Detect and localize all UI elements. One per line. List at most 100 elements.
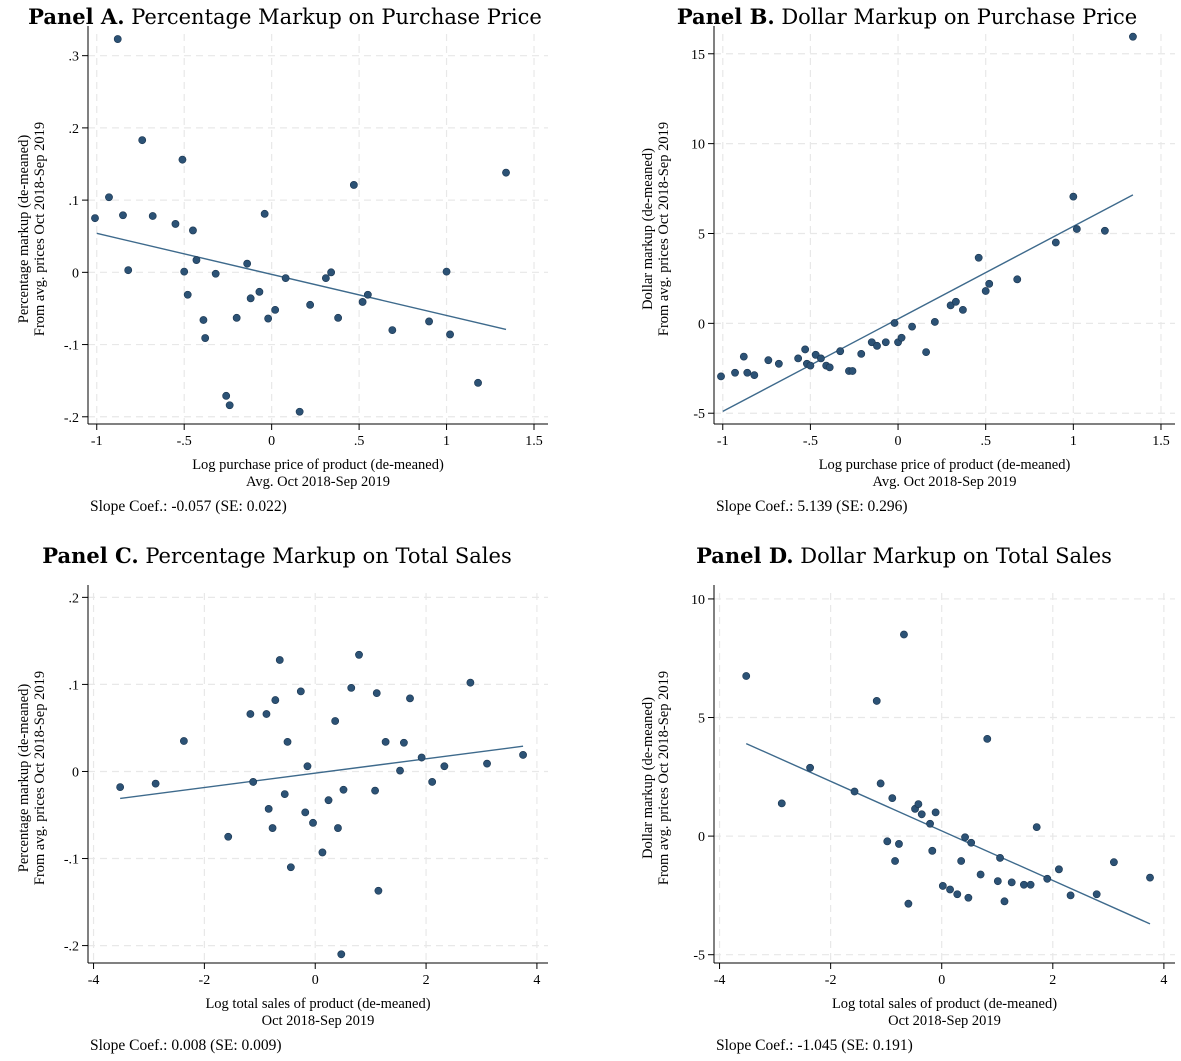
panel-b-point-35 xyxy=(1051,238,1060,247)
panel-d-label: Panel D. xyxy=(696,543,794,568)
panel-b-x-axis-label: Log purchase price of product (de-meaned… xyxy=(819,457,1071,473)
panel-a-point-36 xyxy=(442,267,451,276)
panel-d-x-tick-label-2: 0 xyxy=(938,973,945,988)
panel-c-y-axis-label: Percentage markup (de-meaned) xyxy=(16,684,32,873)
panel-c-point-13 xyxy=(286,863,295,872)
panel-c-y-tick-label-4: .2 xyxy=(69,591,80,606)
panel-a-x-tick-label-1: -.5 xyxy=(177,434,192,449)
panel-a-point-9 xyxy=(180,267,189,276)
panel-c-y-tick-label-0: -.2 xyxy=(64,940,79,955)
panel-b-point-14 xyxy=(825,363,834,372)
panel-d-point-18 xyxy=(938,882,947,890)
panel-c-point-9 xyxy=(271,696,280,704)
panel-d-point-7 xyxy=(888,794,897,803)
panel-a-point-11 xyxy=(189,226,197,235)
panel-a-y-tick-label-5: .3 xyxy=(69,50,80,65)
panel-a-x-tick-label-3: .5 xyxy=(354,434,365,449)
panel-a-point-16 xyxy=(222,391,231,400)
panel-d-title: Panel D. Dollar Markup on Total Sales xyxy=(638,543,1170,568)
panel-d-point-31 xyxy=(1020,880,1028,889)
panel-d-y-tick-label-2: 5 xyxy=(698,712,705,727)
panel-c-x-tick-label-3: 2 xyxy=(423,973,430,988)
panel-b-point-27 xyxy=(930,318,939,326)
panel-d-point-28 xyxy=(996,854,1004,862)
panel-c-point-11 xyxy=(280,790,289,799)
panel-c-point-27 xyxy=(372,689,381,698)
panel-b-point-0 xyxy=(717,372,725,381)
panel-b-point-39 xyxy=(1129,32,1137,41)
panel-c-point-23 xyxy=(339,785,348,794)
panel-d-point-33 xyxy=(1032,823,1041,831)
panel-c-point-17 xyxy=(309,818,317,827)
panel-a-point-17 xyxy=(225,401,234,410)
panel-d-point-6 xyxy=(883,837,892,846)
panel-c-point-10 xyxy=(275,656,284,664)
panel-c-point-19 xyxy=(324,796,333,805)
panel-a-point-33 xyxy=(363,290,372,299)
panel-c-x-tick-label-0: -4 xyxy=(88,973,100,988)
panel-b-point-26 xyxy=(922,348,930,357)
panel-b-point-1 xyxy=(731,368,739,377)
panel-c-x-tick-label-1: -2 xyxy=(199,973,211,988)
panel-d-x-tick-label-4: 4 xyxy=(1160,973,1167,988)
panel-b-y-tick-label-3: 10 xyxy=(691,138,705,153)
panel-c-point-26 xyxy=(371,786,379,795)
panel-c-point-37 xyxy=(483,759,491,768)
panel-d-point-29 xyxy=(1000,897,1009,906)
panel-b-point-18 xyxy=(857,350,866,358)
panel-b-y-tick-label-0: -5 xyxy=(693,407,705,422)
panel-b-point-5 xyxy=(764,356,773,365)
panel-d-point-20 xyxy=(953,890,962,899)
panel-b-y-axis-sublabel: From avg. prices Oct 2018-Sep 2019 xyxy=(656,122,672,336)
panel-c-point-20 xyxy=(331,717,340,725)
panel-b-point-7 xyxy=(794,354,803,363)
panel-a-fit-line xyxy=(96,232,507,331)
panel-a-point-26 xyxy=(295,407,304,416)
panel-b-x-tick-label-2: 0 xyxy=(895,434,902,449)
panel-d-point-38 xyxy=(1110,858,1118,867)
panel-a-label: Panel A. xyxy=(28,4,125,29)
panel-d-point-36 xyxy=(1066,891,1075,900)
panel-d-point-25 xyxy=(976,870,985,879)
panel-b-fit-line xyxy=(722,194,1134,413)
panel-c-y-tick-label-2: 0 xyxy=(72,765,79,780)
panel-a-point-15 xyxy=(211,269,220,278)
panel-a-title-text: Percentage Markup on Purchase Price xyxy=(131,5,542,29)
panel-c-point-34 xyxy=(428,778,437,786)
panel-c-point-0 xyxy=(116,783,125,792)
panel-b-point-31 xyxy=(974,253,983,262)
panel-d-x-axis-label: Log total sales of product (de-meaned) xyxy=(832,996,1057,1012)
panel-a-point-12 xyxy=(192,256,201,264)
panel-c-point-25 xyxy=(355,650,363,659)
panel-a-point-22 xyxy=(260,209,269,218)
panel-c-point-33 xyxy=(417,753,426,762)
panel-d-point-23 xyxy=(964,893,973,902)
panel-c-y-axis-sublabel: From avg. prices Oct 2018-Sep 2019 xyxy=(32,671,48,885)
panel-a-x-axis-sublabel: Avg. Oct 2018-Sep 2019 xyxy=(246,474,390,490)
panel-a-slope-note: Slope Coef.: -0.057 (SE: 0.022) xyxy=(90,498,287,515)
panel-a-point-4 xyxy=(124,266,133,275)
panel-c-point-14 xyxy=(296,687,305,696)
panel-d-point-27 xyxy=(993,877,1002,886)
panel-d-point-30 xyxy=(1007,878,1016,887)
panel-b-y-tick-label-2: 5 xyxy=(698,227,705,242)
panel-d-point-19 xyxy=(946,885,954,894)
panel-d-point-13 xyxy=(914,800,923,808)
panel-d-point-5 xyxy=(876,779,885,788)
panel-b-point-4 xyxy=(750,371,759,380)
panel-d-x-axis-sublabel: Oct 2018-Sep 2019 xyxy=(888,1013,1001,1029)
panel-c-point-7 xyxy=(264,805,273,813)
panel-b-point-33 xyxy=(985,279,994,288)
panel-c-x-axis-label: Log total sales of product (de-meaned) xyxy=(205,996,430,1012)
panel-c-point-32 xyxy=(406,694,414,703)
panel-d-x-tick-label-1: -2 xyxy=(825,973,837,988)
panel-c-point-16 xyxy=(303,762,312,771)
panel-a-x-tick-label-0: -1 xyxy=(91,434,103,449)
panel-c-point-31 xyxy=(400,738,408,747)
panel-b-point-21 xyxy=(881,338,890,347)
panel-c-point-15 xyxy=(301,808,310,817)
panel-a-point-29 xyxy=(327,268,336,277)
panel-b-x-tick-label-0: -1 xyxy=(717,434,729,449)
panel-c-point-2 xyxy=(179,737,188,745)
